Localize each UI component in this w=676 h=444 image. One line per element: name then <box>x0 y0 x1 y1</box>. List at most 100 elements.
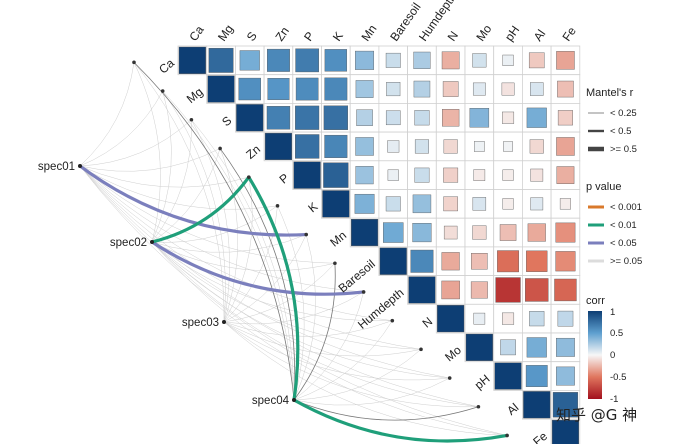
heatmap-cell-Ca-Baresoil <box>385 52 401 68</box>
heatmap-cell-S-Mn <box>356 109 373 126</box>
heatmap-cell-bg <box>407 131 437 162</box>
heatmap-cell-Mg-Humdepth <box>413 80 431 98</box>
mantel-link-spec01-Mg <box>79 90 163 167</box>
legend-corr-colorbar <box>588 311 602 399</box>
legend-corr-tick-5: -1 <box>610 394 618 405</box>
heatmap-cell-K-K <box>322 190 350 218</box>
heatmap-cell-Zn-Mo <box>474 141 485 152</box>
mantel-link-spec01-P <box>79 165 250 188</box>
mantel-link-spec02-Mo <box>151 241 422 350</box>
heatmap-cell-Ca-Ca <box>178 46 206 74</box>
legend-corr-tick-4: -0.5 <box>610 372 626 383</box>
heatmap-cell-K-Al <box>530 197 544 211</box>
correlation-heatmap <box>177 45 581 444</box>
heatmap-cell-P-Mn <box>355 166 374 185</box>
heatmap-cell-K-Mo <box>472 197 487 211</box>
diag-label-Mo: Mo <box>442 343 464 365</box>
diag-label-P: P <box>277 171 292 187</box>
heatmap-cell-Mg-Mn <box>355 80 374 98</box>
heatmap-cell-Zn-Baresoil <box>387 140 400 153</box>
mantel-link-spec01-S <box>79 119 192 167</box>
heatmap-cell-Zn-Zn <box>264 132 293 161</box>
env-node-N <box>390 318 395 323</box>
mantel-link-spec02-K <box>151 205 278 243</box>
heatmap-cell-Ca-Fe <box>556 51 575 70</box>
heatmap-cell-pH-Fe <box>556 366 575 386</box>
heatmap-cell-N-pH <box>502 312 515 325</box>
legend-p-label-2: < 0.01 <box>610 220 637 231</box>
env-node-Zn <box>218 146 222 151</box>
heatmap-cell-Mg-Zn <box>267 78 290 101</box>
env-node-Baresoil <box>333 261 337 266</box>
diag-label-Fe: Fe <box>530 429 550 444</box>
mantel-link-spec01-N <box>79 165 393 321</box>
diag-label-N: N <box>420 314 436 330</box>
heatmap-cell-Mo-pH <box>500 339 516 356</box>
heatmap-cell-Ca-Zn <box>267 48 290 72</box>
heatmap-cell-Mo-Al <box>526 337 547 358</box>
heatmap-cell-Zn-Mn <box>355 137 374 156</box>
heatmap-cell-S-Al <box>526 107 547 128</box>
heatmap-cell-P-N <box>443 167 459 183</box>
heatmap-cell-Humdepth-N <box>441 280 460 300</box>
heatmap-cell-Ca-N <box>441 51 460 70</box>
top-label-pH: pH <box>502 23 522 44</box>
mantel-link-spec02-Humdepth <box>150 240 366 296</box>
heatmap-cell-Baresoil-Al <box>526 250 548 272</box>
top-label-N: N <box>445 29 461 44</box>
heatmap-cell-Al-Al <box>523 391 551 419</box>
env-node-Mg <box>160 89 165 93</box>
mantel-link-spec02-pH <box>151 241 450 379</box>
heatmap-cell-Mn-Mo <box>472 225 487 240</box>
heatmap-cell-S-S <box>236 104 264 132</box>
mantel-link-spec01-Mn <box>78 164 308 237</box>
top-label-Fe: Fe <box>559 24 579 44</box>
heatmap-cell-Zn-N <box>443 139 458 154</box>
heatmap-cell-S-Mo <box>469 108 490 128</box>
mantel-link-spec02-Mg <box>151 90 172 243</box>
top-label-K: K <box>330 29 346 44</box>
heatmap-cell-Ca-Humdepth <box>413 51 431 69</box>
mantel-link-spec03-Zn <box>219 148 238 323</box>
heatmap-cell-P-Humdepth <box>414 167 430 183</box>
mantel-link-spec01-Al <box>79 165 479 407</box>
heatmap-cell-P-Baresoil <box>387 169 399 181</box>
env-node-S <box>189 117 194 122</box>
heatmap-cell-Ca-Mn <box>355 50 375 70</box>
heatmap-cell-Mg-N <box>442 81 459 97</box>
legend-corr-title: corr <box>586 295 605 307</box>
legend-corr: corr 1 0.5 0 -0.5 -1 <box>586 295 626 405</box>
top-label-Ca: Ca <box>186 23 206 44</box>
top-label-Al: Al <box>531 27 549 44</box>
species-nodes: spec01 spec02 spec03 spec04 <box>38 60 509 438</box>
heatmap-cell-Ca-K <box>324 49 348 72</box>
heatmap-cell-Mn-Fe <box>555 222 576 243</box>
heatmap-cell-P-pH <box>502 169 514 181</box>
mantel-link-spec02-Mn <box>151 234 307 253</box>
heatmap-cell-Baresoil-Humdepth <box>410 249 434 273</box>
heatmap-cell-Ca-Mg <box>208 47 234 73</box>
heatmap-cell-S-Zn <box>266 106 291 130</box>
heatmap-cell-S-Humdepth <box>414 110 430 126</box>
legend-corr-tick-1: 1 <box>610 307 615 318</box>
heatmap-cell-Zn-Al <box>529 139 544 154</box>
diag-label-Ca: Ca <box>156 56 177 77</box>
mantel-link-spec01-Zn <box>79 148 221 172</box>
mantel-link-spec02-N <box>151 241 393 322</box>
top-label-Mo: Mo <box>473 22 494 44</box>
species-node-spec03 <box>222 320 226 324</box>
heatmap-cell-K-pH <box>502 198 514 210</box>
legend-mantel-r: Mantel's r < 0.25 < 0.5 >= 0.5 <box>586 87 637 155</box>
legend-corr-tick-3: 0 <box>610 350 615 361</box>
mantel-link-spec04-Fe <box>292 398 509 443</box>
top-label-P: P <box>301 29 317 44</box>
diag-label-Al: Al <box>504 400 521 418</box>
mantel-link-spec01-Humdepth <box>79 165 364 293</box>
heatmap-cell-P-K <box>323 162 349 188</box>
mantel-link-spec04-K <box>277 205 305 401</box>
legend-p-label-4: >= 0.05 <box>610 256 642 267</box>
heatmap-cell-Humdepth-Humdepth <box>408 276 436 304</box>
species-label-spec02: spec02 <box>110 237 147 249</box>
top-label-S: S <box>244 29 260 44</box>
mantel-link-spec03-N <box>223 320 393 337</box>
